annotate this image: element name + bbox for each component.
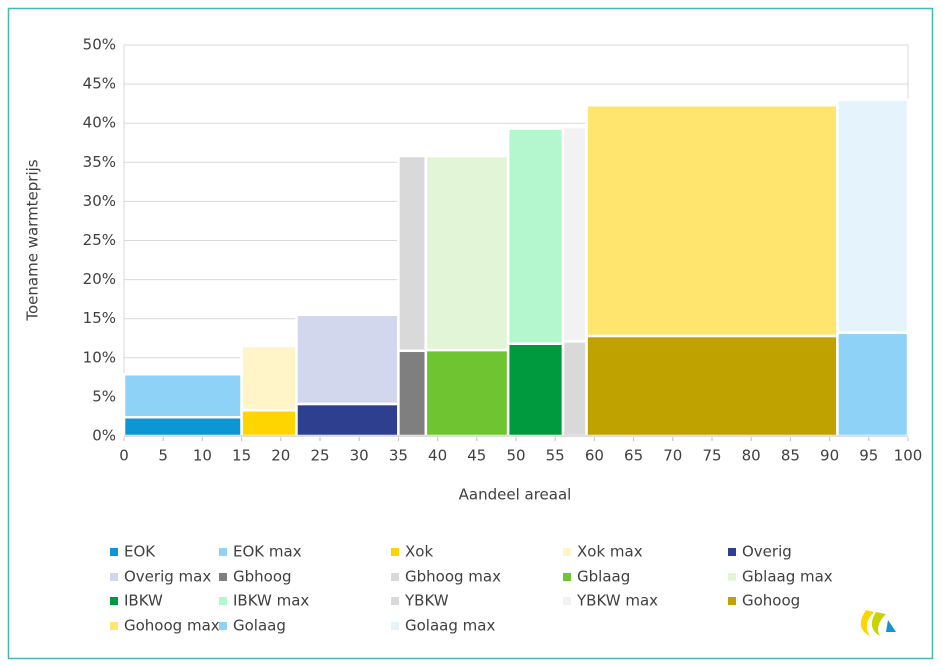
y-tick-label: 45%	[83, 75, 116, 93]
legend-swatch	[110, 597, 118, 605]
bar-segment	[506, 342, 565, 438]
y-tick-label: 5%	[92, 387, 116, 405]
bar-segment	[424, 154, 510, 352]
legend-swatch	[563, 573, 571, 581]
legend-label: Overig	[742, 543, 792, 561]
legend-swatch	[728, 597, 736, 605]
legend-label: YBKW	[404, 592, 449, 610]
frame	[7, 7, 934, 660]
x-tick-label: 75	[702, 447, 721, 465]
x-tick-label: 5	[158, 447, 168, 465]
legend-swatch	[391, 573, 399, 581]
x-tick-label: 45	[467, 447, 486, 465]
legend-label: IBKW max	[233, 592, 309, 610]
bar-segment	[240, 408, 298, 438]
x-tick-label: 95	[859, 447, 878, 465]
bar-segment	[836, 98, 910, 335]
legend-swatch	[391, 622, 399, 630]
y-tick-label: 25%	[83, 231, 116, 249]
bar-segment	[122, 415, 243, 438]
y-tick-label: 35%	[83, 153, 116, 171]
logo	[860, 610, 896, 636]
legend-swatch	[391, 548, 399, 556]
y-tick-label: 50%	[83, 36, 116, 54]
legend-label: Gohoog	[742, 592, 800, 610]
legend-swatch	[110, 622, 118, 630]
logo-part	[886, 620, 896, 632]
x-tick-label: 85	[781, 447, 800, 465]
x-tick-label: 30	[350, 447, 369, 465]
bar-segment	[424, 348, 510, 438]
x-tick-label: 25	[310, 447, 329, 465]
legend-swatch	[563, 548, 571, 556]
logo-part	[860, 610, 874, 636]
legend-label: EOK max	[233, 543, 302, 561]
x-tick-label: 55	[546, 447, 565, 465]
bar-segment	[506, 127, 565, 345]
legend-label: Gohoog max	[124, 617, 220, 635]
bar-segment	[397, 349, 428, 438]
legend-label: Xok max	[577, 543, 643, 561]
bar-segment	[561, 125, 588, 343]
legend-swatch	[391, 597, 399, 605]
bar-segment	[585, 103, 839, 338]
x-tick-label: 100	[894, 447, 923, 465]
legend-label: Overig max	[124, 568, 211, 586]
x-tick-label: 40	[428, 447, 447, 465]
legend-label: Gblaag max	[742, 568, 833, 586]
bar-segment	[585, 334, 839, 438]
x-tick-label: 50	[506, 447, 525, 465]
legend-label: Xok	[405, 543, 433, 561]
legend-swatch	[110, 548, 118, 556]
legend-swatch	[728, 573, 736, 581]
legend-label: IBKW	[124, 592, 163, 610]
legend-swatch	[219, 548, 227, 556]
legend-label: Gbhoog	[233, 568, 292, 586]
y-tick-label: 40%	[83, 114, 116, 132]
legend-label: Gbhoog max	[405, 568, 501, 586]
y-tick-label: 20%	[83, 270, 116, 288]
y-axis-label: Toename warmteprijs	[24, 159, 42, 321]
legend-swatch	[728, 548, 736, 556]
legend-label: Gblaag	[577, 568, 630, 586]
x-tick-label: 80	[742, 447, 761, 465]
x-tick-label: 10	[193, 447, 212, 465]
x-tick-label: 20	[271, 447, 290, 465]
y-tick-label: 30%	[83, 192, 116, 210]
bar-segment	[295, 402, 400, 438]
bar-segment	[240, 344, 298, 412]
legend-swatch	[110, 573, 118, 581]
x-tick-label: 60	[585, 447, 604, 465]
legend-label: EOK	[124, 543, 156, 561]
y-tick-label: 10%	[83, 348, 116, 366]
bar-segment	[561, 340, 588, 438]
y-tick-label: 0%	[92, 427, 116, 445]
x-tick-label: 65	[624, 447, 643, 465]
x-tick-label: 0	[119, 447, 129, 465]
bar-segment	[122, 372, 243, 419]
legend-label: Golaag	[233, 617, 286, 635]
legend-label: Golaag max	[405, 617, 495, 635]
legend-label: YBKW max	[576, 592, 658, 610]
legend-swatch	[219, 573, 227, 581]
x-axis-label: Aandeel areaal	[459, 486, 572, 504]
x-tick-label: 35	[389, 447, 408, 465]
x-tick-label: 90	[820, 447, 839, 465]
logo-part	[871, 612, 886, 636]
bar-segment	[295, 313, 400, 406]
legend-swatch	[563, 597, 571, 605]
y-tick-label: 15%	[83, 309, 116, 327]
bar-segment	[836, 331, 910, 438]
bar-segment	[397, 154, 428, 353]
legend-swatch	[219, 597, 227, 605]
legend-swatch	[219, 622, 227, 630]
x-tick-label: 70	[663, 447, 682, 465]
x-tick-label: 15	[232, 447, 251, 465]
